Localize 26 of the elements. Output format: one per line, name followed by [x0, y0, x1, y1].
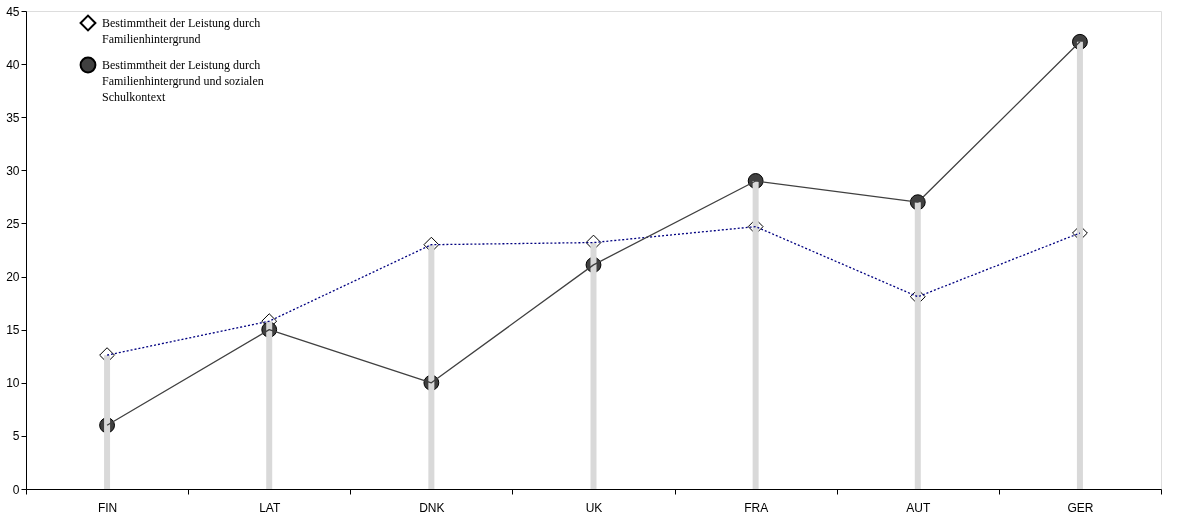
- x-tick-label: GER: [1067, 500, 1094, 515]
- y-tick-label: 10: [6, 376, 20, 391]
- bar: [1076, 41, 1083, 489]
- bar: [590, 242, 597, 489]
- y-tick-label: 35: [6, 110, 20, 125]
- bar: [914, 202, 921, 489]
- y-tick-label: 45: [6, 4, 20, 19]
- y-tick-label: 40: [6, 57, 20, 72]
- bar: [266, 321, 273, 489]
- y-tick-label: 20: [6, 270, 20, 285]
- x-tick-label: AUT: [906, 500, 931, 515]
- y-tick-label: 30: [6, 163, 20, 178]
- x-tick-label: LAT: [259, 500, 281, 515]
- y-tick-label: 15: [6, 323, 20, 338]
- y-tick-label: 0: [12, 482, 20, 497]
- legend-label: Bestimmtheit der Leistung durch Familienhintergrund: [102, 16, 261, 46]
- x-tick-label: UK: [585, 500, 603, 515]
- y-tick-label: 25: [6, 216, 20, 231]
- y-tick-label: 5: [12, 429, 20, 444]
- bar: [752, 180, 759, 489]
- x-tick-label: DNK: [419, 500, 445, 515]
- x-tick-label: FRA: [744, 500, 769, 515]
- legend-label: Bestimmtheit der Leistung durch Familienhintergrund und sozialen Schulkontext: [102, 58, 264, 104]
- x-tick-label: FIN: [97, 500, 118, 515]
- bar: [428, 244, 435, 489]
- bar: [104, 355, 111, 489]
